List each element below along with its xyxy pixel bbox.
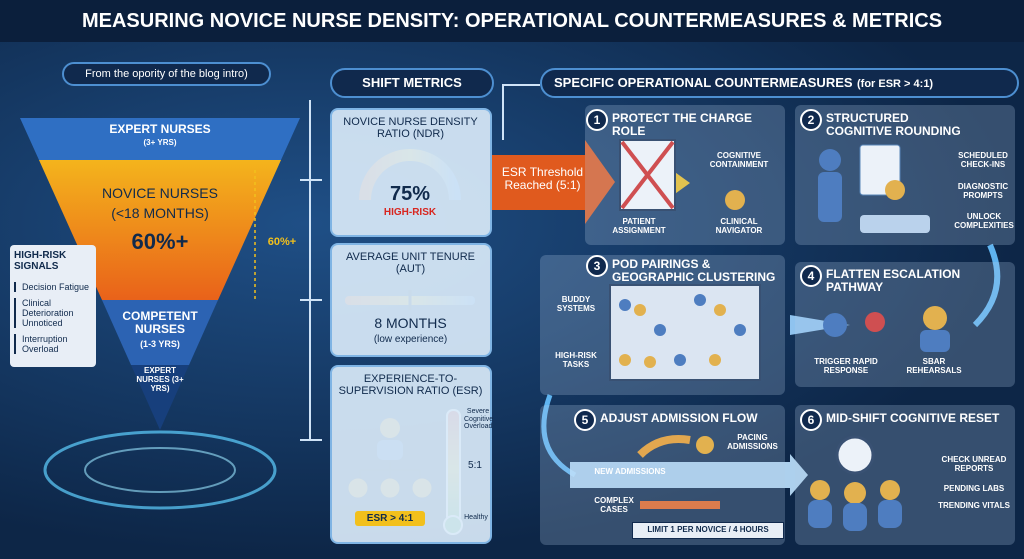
countermeasure-label: CHECK UNREAD REPORTS	[941, 455, 1007, 473]
high-risk-title: HIGH-RISK SIGNALS	[14, 250, 67, 272]
metric-value: 75%	[389, 183, 431, 205]
countermeasure-label: UNLOCK COMPLEXITIES	[954, 212, 1014, 230]
countermeasure-panel	[795, 405, 1015, 545]
scale-label: 5:1	[468, 460, 482, 471]
threshold-label: ESR Threshold Reached (5:1)	[501, 165, 584, 193]
scale-label: Severe Cognitive Overload	[464, 408, 494, 431]
countermeasure-label: DIAGNOSTIC PROMPTS	[957, 182, 1009, 200]
intro-note: From the opority of the blog intro)	[62, 62, 271, 86]
section-header: SHIFT METRICS	[330, 68, 494, 98]
step-number: 1	[586, 109, 608, 131]
countermeasure-title: FLATTEN ESCALATION PATHWAY	[826, 267, 961, 295]
high-risk-item: Interruption Overload	[14, 334, 94, 354]
metric-title: NOVICE NURSE DENSITY RATIO (NDR)	[343, 116, 478, 141]
countermeasure-panel	[585, 105, 785, 245]
page-title: MEASURING NOVICE NURSE DENSITY: OPERATIO…	[81, 10, 943, 32]
pyramid-label: (<18 MONTHS)	[111, 205, 209, 221]
countermeasure-label: SBAR REHEARSALS	[906, 357, 962, 375]
step-number: 2	[800, 109, 822, 131]
metric-title: EXPERIENCE-TO-SUPERVISION RATIO (ESR)	[338, 373, 483, 398]
pyramid-label: EXPERT NURSES (3+ YRS)	[136, 366, 184, 393]
countermeasure-label: BUDDY SYSTEMS	[556, 295, 596, 313]
countermeasure-label: PATIENT ASSIGNMENT	[612, 217, 666, 235]
countermeasure-title: ADJUST ADMISSION FLOW	[600, 411, 758, 425]
metric-card	[330, 243, 492, 357]
metric-title: AVERAGE UNIT TENURE (AUT)	[346, 251, 475, 276]
high-risk-item: Decision Fatigue	[14, 282, 94, 292]
countermeasure-label: SCHEDULED CHECK-INS	[958, 151, 1008, 169]
countermeasure-label: PENDING LABS	[943, 484, 1005, 493]
section-title: SHIFT METRICS	[362, 75, 462, 90]
pyramid-label: EXPERT NURSES	[109, 122, 211, 136]
side-label: 60%+	[267, 236, 297, 248]
high-risk-list: Decision Fatigue Clinical Deterioration U…	[14, 282, 94, 360]
countermeasure-label: COMPLEX CASES	[594, 496, 634, 514]
metric-note: (low experience)	[373, 334, 448, 345]
pyramid-label: NOVICE NURSES	[102, 185, 218, 201]
step-number: 3	[586, 255, 608, 277]
section-qualifier: (for ESR > 4:1)	[857, 78, 934, 90]
metric-status: HIGH-RISK	[383, 207, 437, 218]
countermeasure-title: MID-SHIFT COGNITIVE RESET	[826, 411, 1000, 425]
step-number: 4	[800, 265, 822, 287]
pyramid-label: (1-3 YRS)	[140, 339, 180, 349]
countermeasure-panel	[795, 262, 1015, 387]
countermeasure-panel	[795, 105, 1015, 245]
countermeasure-label: NEW ADMISSIONS	[594, 467, 666, 476]
countermeasure-label: PACING ADMISSIONS	[727, 433, 778, 451]
countermeasure-title: STRUCTURED COGNITIVE ROUNDING	[826, 111, 961, 139]
pyramid-label: COMPETENT NURSES	[122, 309, 198, 337]
step-number: 6	[800, 409, 822, 431]
pyramid-label: (3+ YRS)	[143, 138, 177, 147]
scale-label: Healthy	[464, 514, 488, 521]
step-number: 5	[574, 409, 596, 431]
countermeasure-title: POD PAIRINGS & GEOGRAPHIC CLUSTERING	[612, 257, 776, 285]
high-risk-item: Clinical Deterioration Unnoticed	[14, 298, 94, 328]
pyramid-share: 60%+	[131, 229, 189, 254]
countermeasure-label: HIGH-RISK TASKS	[555, 351, 597, 369]
countermeasure-title: PROTECT THE CHARGE ROLE	[612, 111, 753, 139]
countermeasure-label: TRIGGER RAPID RESPONSE	[814, 357, 878, 375]
metric-value: 8 MONTHS	[374, 315, 447, 331]
metric-badge: ESR > 4:1	[355, 511, 425, 526]
countermeasure-panel	[540, 255, 785, 395]
metric-card	[330, 108, 492, 237]
countermeasure-label: CLINICAL NAVIGATOR	[715, 217, 763, 235]
countermeasure-label: COGNITIVE CONTAINMENT	[709, 151, 769, 169]
countermeasure-label: TRENDING VITALS	[938, 501, 1010, 510]
section-title: SPECIFIC OPERATIONAL COUNTERMEASURES	[554, 75, 853, 90]
section-header: SPECIFIC OPERATIONAL COUNTERMEASURES (fo…	[540, 68, 1019, 98]
limit-badge: LIMIT 1 PER NOVICE / 4 HOURS	[632, 522, 784, 539]
